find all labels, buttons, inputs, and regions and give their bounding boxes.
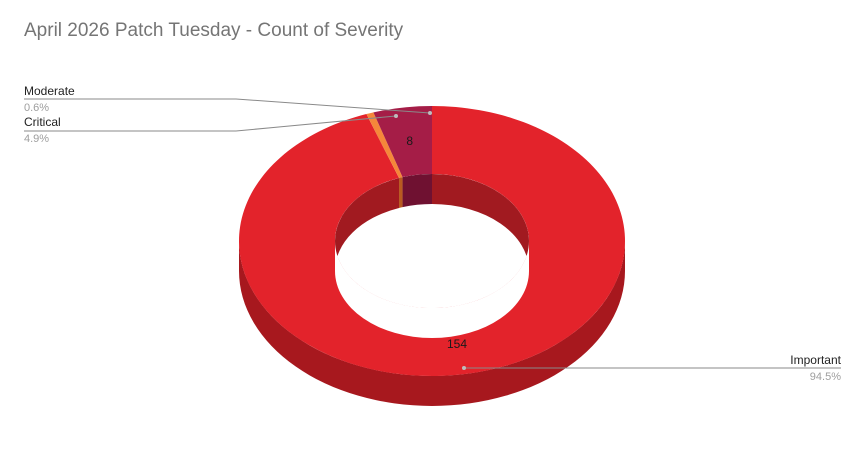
data-label-critical: 8 (406, 134, 413, 148)
callout-percent-important: 94.5% (810, 371, 841, 383)
leader-line-critical (24, 115, 397, 132)
outer-wall-important (239, 241, 625, 406)
callout-percent-moderate: 0.6% (24, 102, 49, 114)
hole-floor (335, 241, 529, 338)
leader-dot-critical (394, 114, 398, 118)
leader-line-moderate (24, 98, 431, 114)
slice-important (239, 106, 626, 376)
leader-dot-moderate (428, 111, 432, 115)
leader-dot-important (462, 366, 466, 370)
callout-percent-critical: 4.9% (24, 133, 49, 145)
chart-title: April 2026 Patch Tuesday - Count of Seve… (24, 20, 404, 41)
inner-wall-important (432, 174, 529, 271)
inner-wall-moderate (399, 177, 403, 208)
callout-label-critical: Critical (24, 115, 61, 129)
inner-wall-important (334, 177, 400, 271)
slice-critical (373, 106, 432, 178)
slice-moderate (366, 112, 403, 178)
callout-label-important: Important (790, 353, 841, 367)
callout-label-moderate: Moderate (24, 84, 75, 98)
data-label-important: 154 (447, 337, 467, 351)
inner-wall-critical (402, 174, 432, 208)
